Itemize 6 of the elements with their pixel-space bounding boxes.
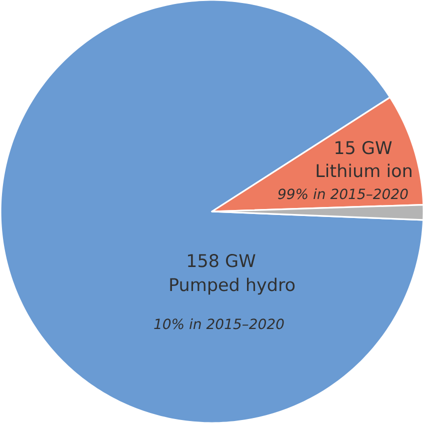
data-label: 15 GW: [336, 141, 392, 154]
text: 10% in 2015–2020: [154, 318, 284, 330]
slice-label: Lithium ion: [316, 164, 412, 178]
slice-label: Pumped hydro: [170, 278, 295, 295]
text: 99% in 2015–2020: [278, 188, 408, 200]
data-label: 158 GW: [188, 254, 256, 268]
